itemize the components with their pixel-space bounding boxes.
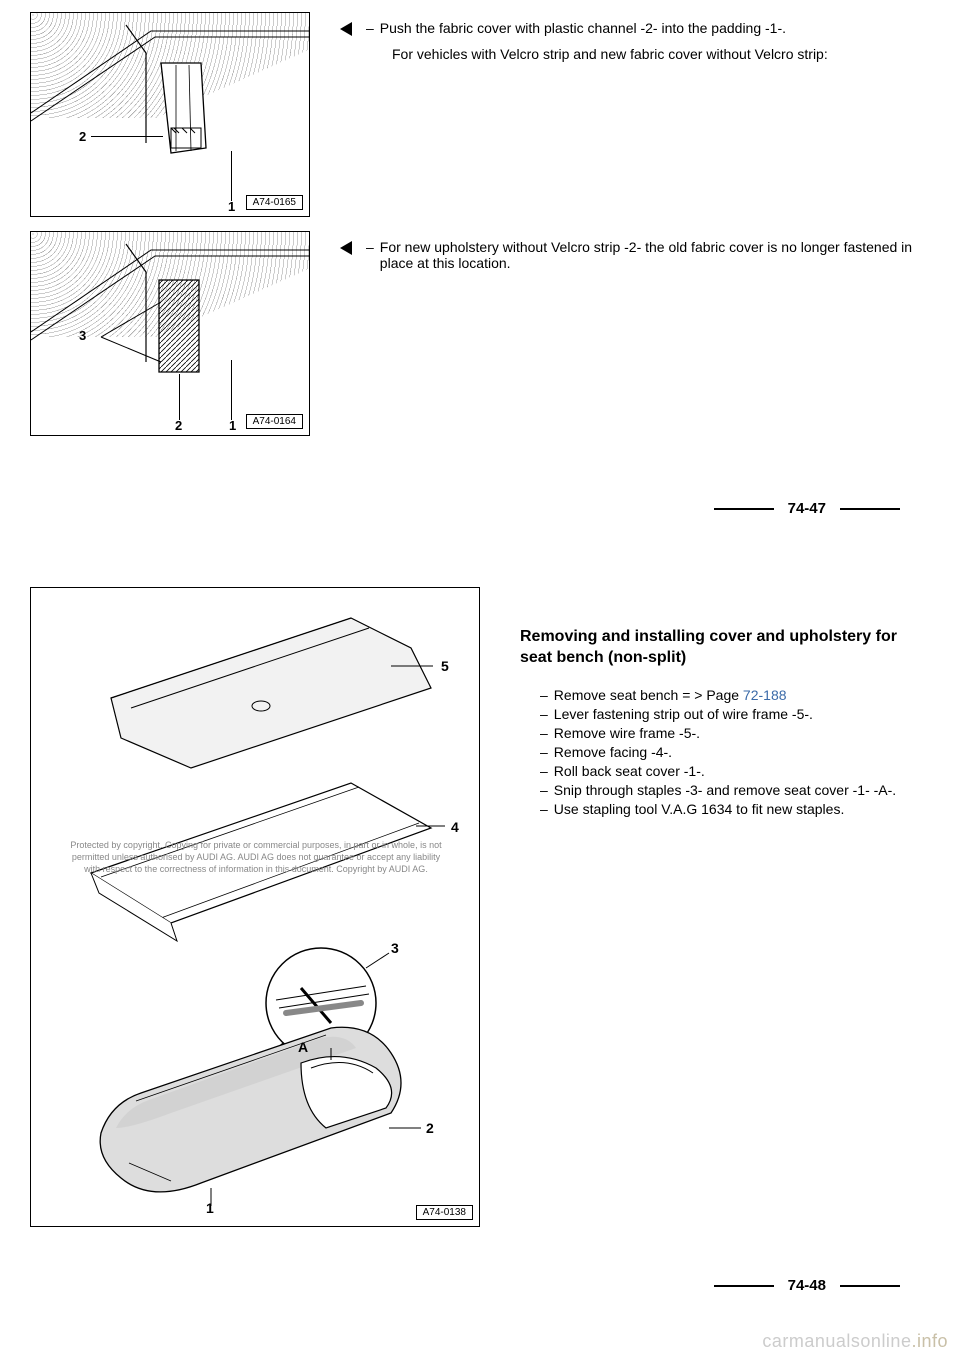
svg-text:with respect to the correctnes: with respect to the correctness of infor… <box>83 864 428 874</box>
callout-4: 4 <box>451 819 459 835</box>
leader-line <box>231 360 232 420</box>
step-content: Remove seat bench = > Page <box>554 687 739 703</box>
step-content: Lever fastening strip out of wire frame … <box>554 706 813 722</box>
callout-3: 3 <box>79 328 86 343</box>
figure-tag: A74-0165 <box>246 195 303 210</box>
svg-text:permitted unless authorised by: permitted unless authorised by AUDI AG. … <box>72 852 441 862</box>
note-text: For vehicles with Velcro strip and new f… <box>392 46 828 62</box>
leader-line <box>179 374 180 420</box>
svg-text:Protected by copyright. Copyin: Protected by copyright. Copying for priv… <box>70 840 442 850</box>
leader-line <box>231 151 232 201</box>
figure-velcro-strip: 3 2 1 A74-0164 <box>30 231 310 436</box>
page-number-row: 74-47 <box>0 500 900 517</box>
callout-2: 2 <box>175 418 182 433</box>
step-content: Roll back seat cover -1-. <box>554 763 705 779</box>
step-text: – For new upholstery without Velcro stri… <box>366 239 930 271</box>
callout-2: 2 <box>79 129 86 144</box>
step-marker-icon <box>340 241 352 255</box>
site-credit: carmanualsonline.info <box>762 1331 948 1352</box>
callout-2: 2 <box>426 1120 434 1136</box>
site-credit-main: carmanualsonline <box>762 1331 911 1351</box>
step-content: Snip through staples -3- and remove seat… <box>554 782 896 798</box>
step-text: – Push the fabric cover with plastic cha… <box>366 20 828 36</box>
figure-tag: A74-0164 <box>246 414 303 429</box>
page-link[interactable]: 72-188 <box>743 687 787 703</box>
step-content: Remove wire frame -5-. <box>554 725 700 741</box>
page-number: 74-48 <box>788 1277 826 1294</box>
figure-seat-bench-exploded: Protected by copyright. Copying for priv… <box>30 587 480 1227</box>
page-number: 74-47 <box>788 500 826 517</box>
step-marker-icon <box>340 22 352 36</box>
site-credit-tld: .info <box>911 1331 948 1351</box>
leader-line <box>91 136 163 137</box>
callout-1: 1 <box>206 1200 214 1216</box>
callout-3: 3 <box>391 940 399 956</box>
step-content: Remove facing -4-. <box>554 744 672 760</box>
callout-A: A <box>298 1039 308 1055</box>
section-heading: Removing and installing cover and uphols… <box>520 627 930 669</box>
figure-tag: A74-0138 <box>416 1205 473 1220</box>
step-content: Use stapling tool V.A.G 1634 to fit new … <box>554 801 845 817</box>
step-content: For new upholstery without Velcro strip … <box>380 239 930 271</box>
callout-1: 1 <box>228 199 235 214</box>
callout-5: 5 <box>441 658 449 674</box>
figure-padding-channel: 2 1 A74-0165 <box>30 12 310 217</box>
page-number-row: 74-48 <box>0 1277 900 1294</box>
step-content: Push the fabric cover with plastic chann… <box>380 20 786 36</box>
step-list: –Remove seat bench = > Page 72-188 –Leve… <box>520 687 930 817</box>
callout-1: 1 <box>229 418 236 433</box>
